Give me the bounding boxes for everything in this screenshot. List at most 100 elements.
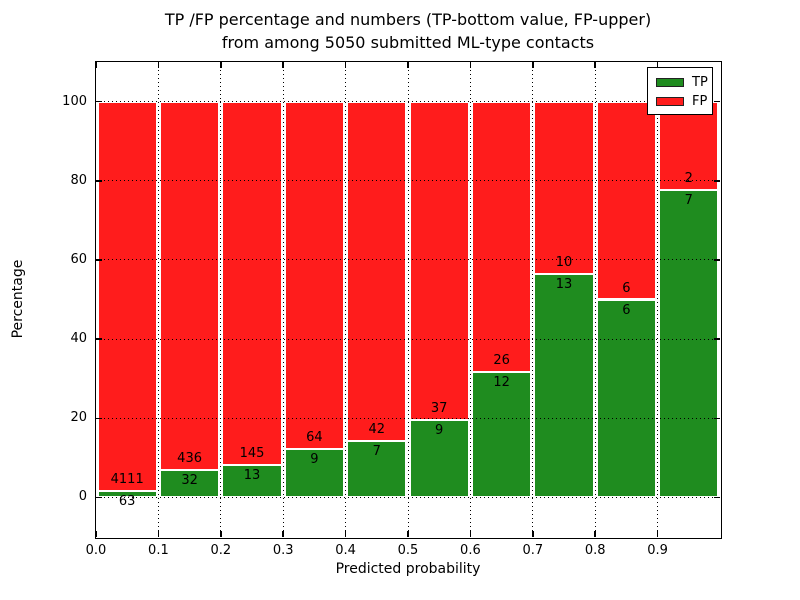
y-tick-label: 60 [70,251,87,267]
x-tick-top [220,62,222,68]
tp-count-label: 6 [622,302,631,318]
y-tick-right [714,417,720,419]
x-tick-bottom [656,531,659,537]
legend-label-tp: TP [692,75,708,90]
fp-count-label: 42 [368,421,386,437]
fp-count-label: 37 [430,400,448,416]
y-tick-left [96,338,102,340]
x-tick-top [344,62,347,68]
x-tick-bottom [282,531,284,537]
bar-segment-tp [347,440,407,498]
tp-count-label: 7 [684,192,693,208]
x-tick-top [157,62,160,68]
bar-segment-fp [409,101,469,420]
x-gridline [407,62,409,537]
x-axis-label: Predicted probability [335,561,481,577]
legend-label-fp: FP [692,94,708,109]
x-tick-top [282,62,284,68]
chart-title-line2: from among 5050 submitted ML-type contac… [221,33,595,52]
x-tick-bottom [532,531,534,537]
fp-count-label: 6 [622,280,631,296]
y-tick-left [96,417,102,419]
y-tick-label: 0 [78,489,87,505]
fp-count-label: 4111 [110,472,144,488]
x-tick-label: 0.8 [584,543,606,558]
x-tick-top [469,62,472,68]
tp-count-label: 13 [243,467,261,483]
x-tick-label: 0.4 [335,543,356,558]
bar-segment-tp [534,273,594,498]
x-tick-top [532,62,534,68]
x-tick-label: 0.0 [85,543,107,558]
y-tick-left [96,496,102,499]
x-tick-label: 0.5 [397,543,419,558]
y-tick-label: 80 [70,172,87,188]
bar-segment-fp [222,101,282,465]
legend-item-fp: FP [656,93,708,110]
x-gridline [157,62,159,537]
x-tick-label: 0.1 [148,543,169,558]
tp-count-label: 13 [555,276,573,292]
fp-count-label: 436 [177,451,203,467]
x-gridline [345,62,347,537]
x-gridline [657,62,659,537]
tp-count-label: 7 [372,443,381,459]
fp-count-label: 26 [493,353,510,369]
y-tick-right [714,259,720,261]
fp-count-label: 64 [306,429,323,445]
bar-segment-tp [159,470,220,498]
legend-swatch-fp-icon [656,97,684,106]
bar-segment-tp [409,419,469,498]
tp-count-label: 63 [118,494,136,510]
x-tick-top [594,62,596,68]
x-tick-bottom [594,531,596,537]
x-gridline [532,62,534,537]
bar-segment-fp [97,101,157,492]
bar-segment-fp [471,101,532,373]
bar-segment-fp [347,101,407,441]
y-tick-right [714,180,720,182]
bar-segment-fp [284,101,345,449]
fp-count-label: 10 [555,254,573,270]
x-gridline [220,62,222,537]
legend: TP FP [647,67,713,115]
fp-count-label: 2 [684,170,693,186]
bar-segment-fp [596,101,657,300]
tp-count-label: 32 [181,473,198,489]
x-tick-top [95,62,97,68]
tp-count-label: 9 [435,422,444,438]
x-tick-bottom [407,531,409,537]
x-tick-label: 0.9 [647,543,668,558]
x-tick-label: 0.3 [272,543,294,558]
tp-count-label: 12 [493,375,510,391]
x-tick-label: 0.2 [210,543,232,558]
y-tick-left [96,100,102,103]
bar-segment-fp [659,101,719,190]
x-gridline [282,62,284,537]
x-tick-bottom [344,531,347,537]
bar-segment-tp [471,372,532,498]
y-axis-label: Percentage [10,259,26,339]
legend-swatch-tp-icon [656,78,684,87]
fp-count-label: 145 [239,445,265,461]
x-tick-bottom [95,531,97,537]
bar-segment-fp [534,101,594,274]
x-tick-bottom [220,531,222,537]
y-tick-left [96,180,102,182]
y-tick-right [714,496,720,499]
y-tick-right [714,338,720,340]
bar-segment-tp [284,448,345,498]
y-tick-label: 40 [70,331,87,347]
x-gridline [469,62,471,537]
legend-item-tp: TP [656,74,708,91]
bar-segment-fp [159,101,220,471]
x-tick-top [407,62,409,68]
chart-title: TP /FP percentage and numbers (TP-bottom… [8,8,800,54]
x-tick-label: 0.7 [522,543,544,558]
tp-count-label: 9 [310,451,319,467]
x-gridline [594,62,596,537]
chart-title-line1: TP /FP percentage and numbers (TP-bottom… [164,10,652,29]
x-tick-bottom [157,531,160,537]
y-tick-right [714,100,720,103]
